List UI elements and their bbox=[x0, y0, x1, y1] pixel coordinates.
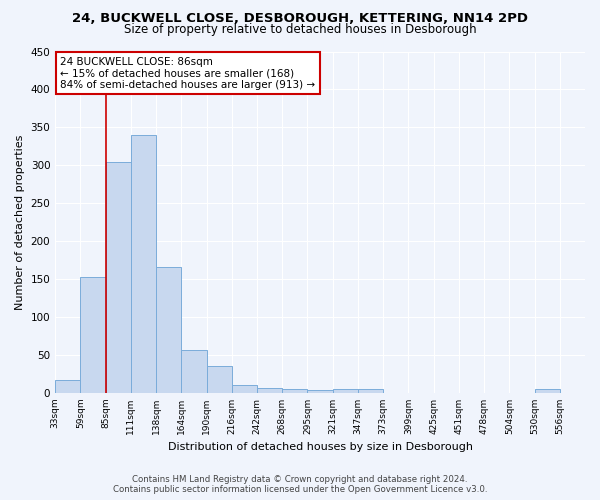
Bar bbox=[156, 267, 181, 393]
Bar bbox=[332, 389, 358, 393]
Bar bbox=[535, 389, 560, 393]
Bar bbox=[307, 390, 332, 393]
Bar bbox=[282, 389, 307, 393]
Bar bbox=[80, 277, 106, 393]
Text: Size of property relative to detached houses in Desborough: Size of property relative to detached ho… bbox=[124, 22, 476, 36]
Bar bbox=[131, 135, 156, 393]
Text: 24, BUCKWELL CLOSE, DESBOROUGH, KETTERING, NN14 2PD: 24, BUCKWELL CLOSE, DESBOROUGH, KETTERIN… bbox=[72, 12, 528, 26]
Text: Contains HM Land Registry data © Crown copyright and database right 2024.
Contai: Contains HM Land Registry data © Crown c… bbox=[113, 474, 487, 494]
Bar bbox=[106, 162, 131, 393]
Bar bbox=[55, 380, 80, 393]
Bar bbox=[181, 350, 206, 393]
X-axis label: Distribution of detached houses by size in Desborough: Distribution of detached houses by size … bbox=[167, 442, 473, 452]
Y-axis label: Number of detached properties: Number of detached properties bbox=[15, 134, 25, 310]
Bar bbox=[358, 389, 383, 393]
Bar bbox=[257, 388, 282, 393]
Text: 24 BUCKWELL CLOSE: 86sqm
← 15% of detached houses are smaller (168)
84% of semi-: 24 BUCKWELL CLOSE: 86sqm ← 15% of detach… bbox=[61, 56, 316, 90]
Bar bbox=[232, 386, 257, 393]
Bar bbox=[206, 366, 232, 393]
